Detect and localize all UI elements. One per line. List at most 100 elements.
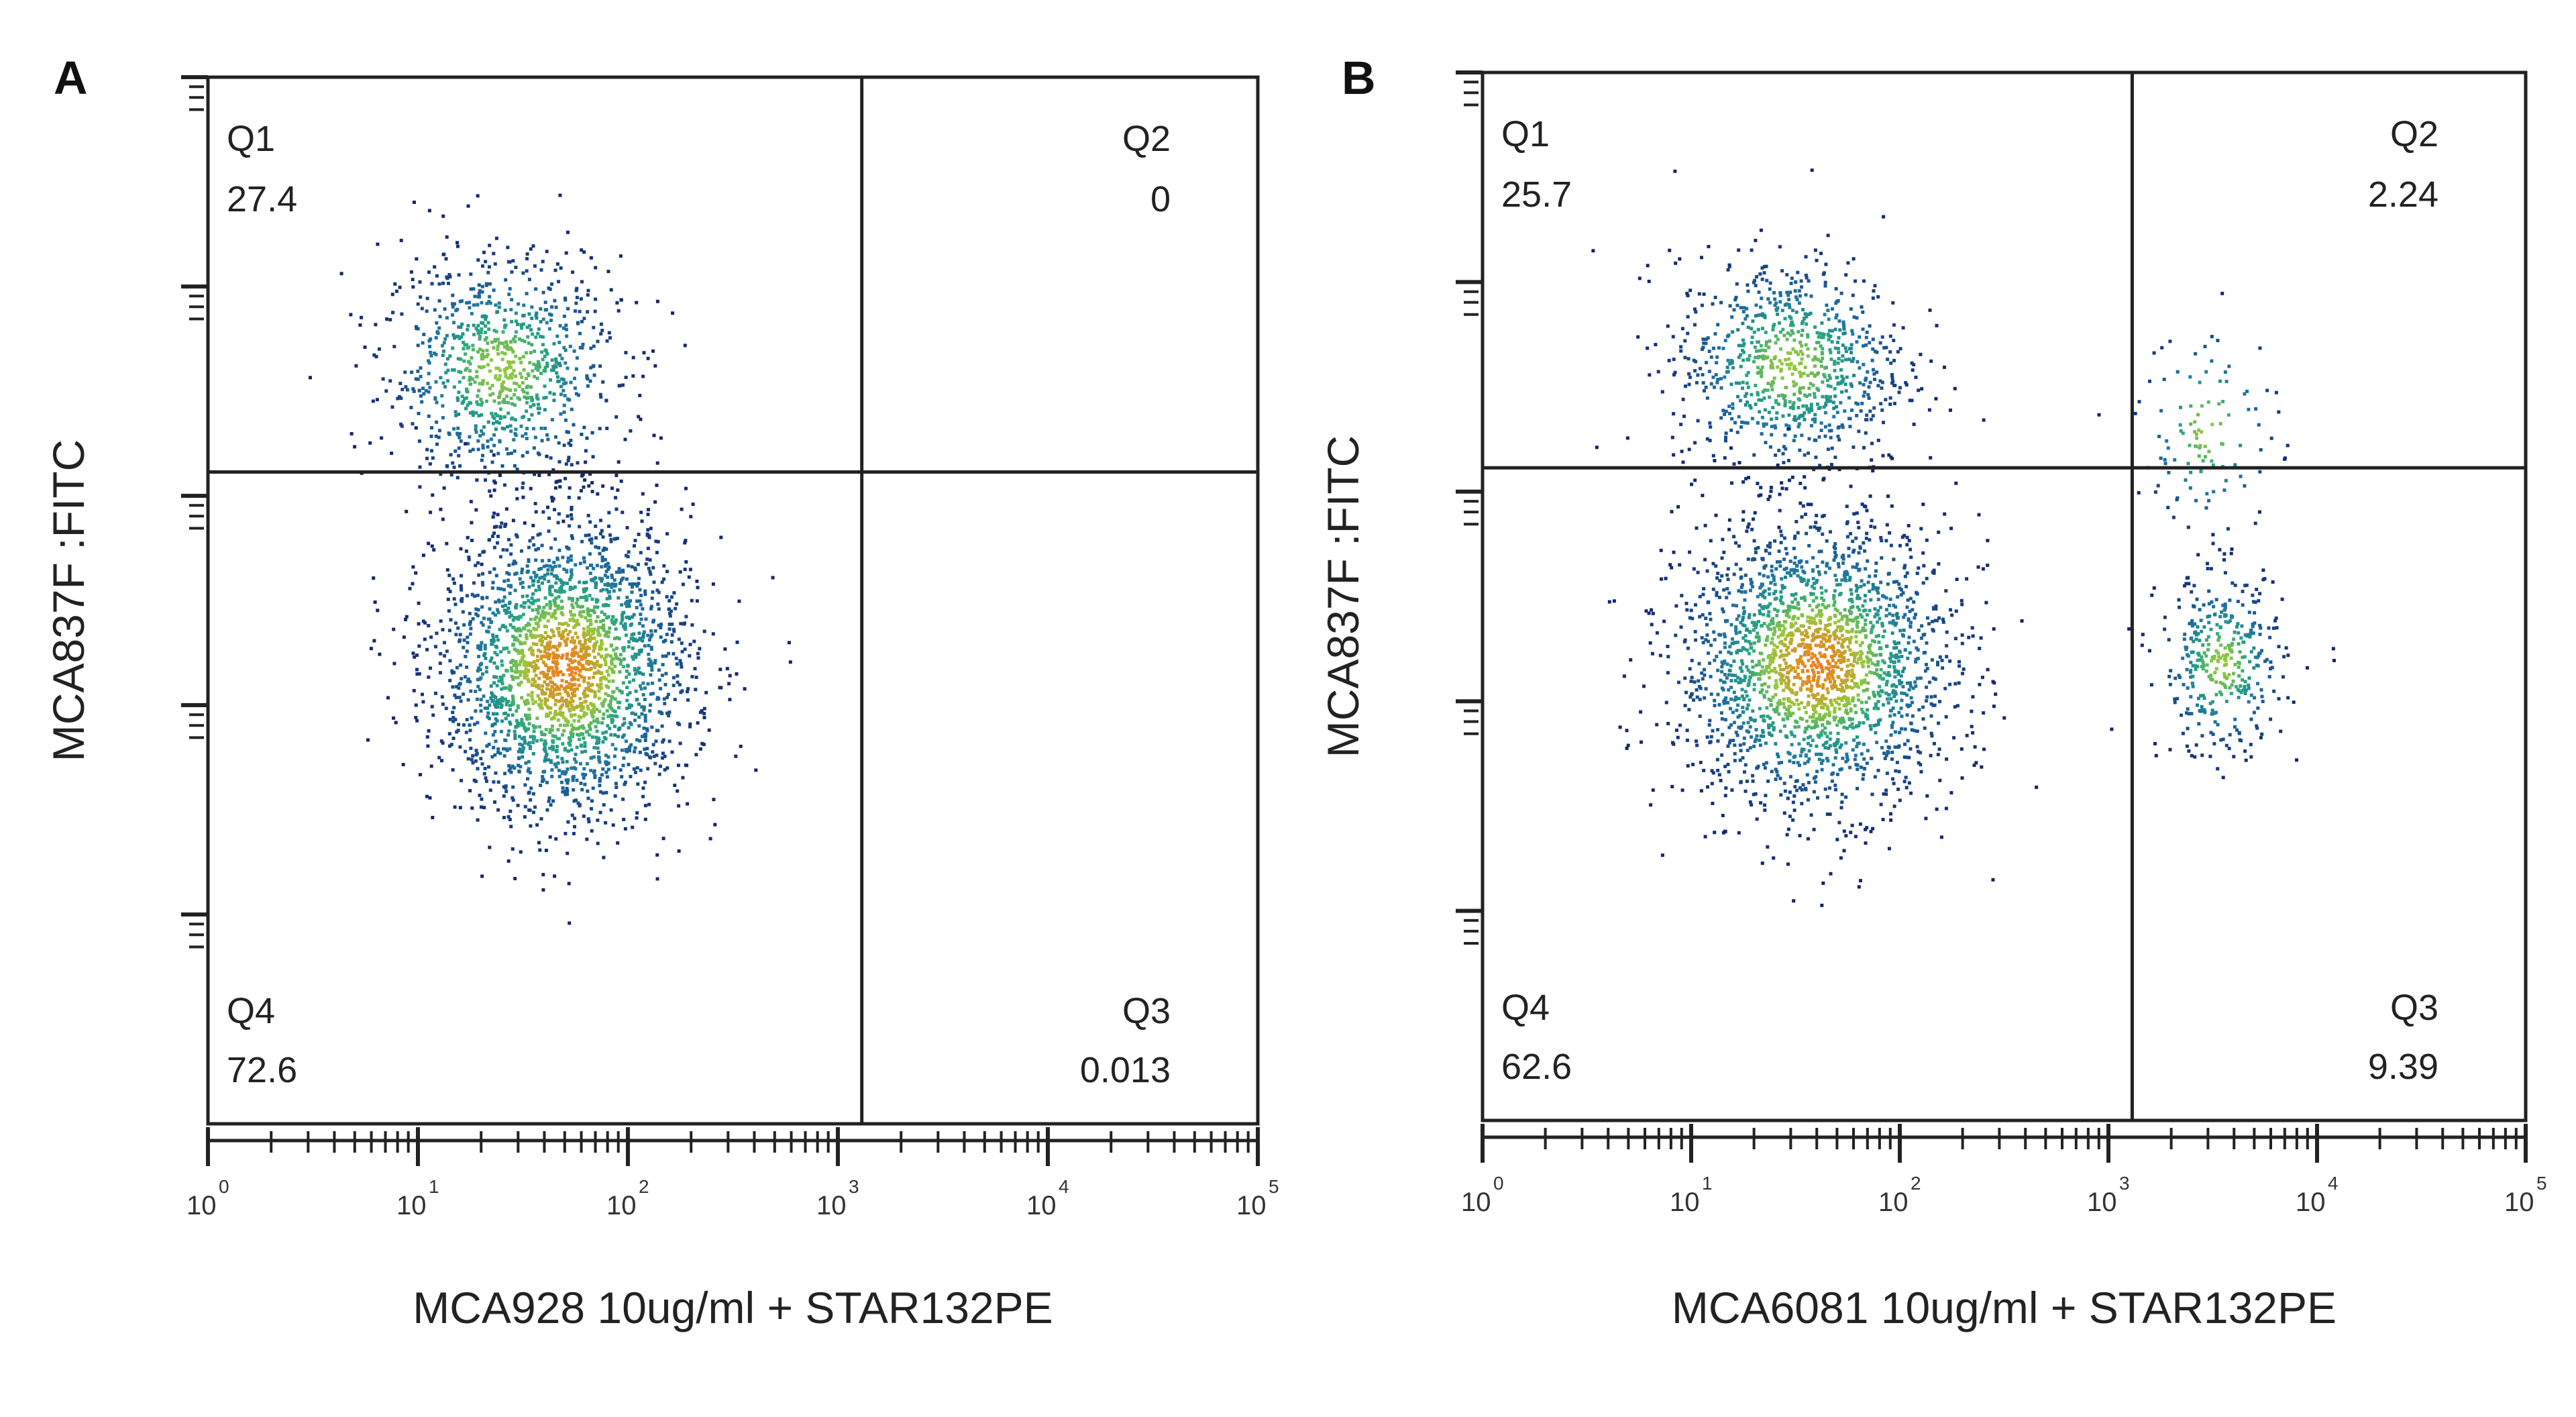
event-dot [1828,623,1832,627]
event-dot [1856,625,1860,629]
event-dot [1711,302,1715,306]
event-dot [1925,667,1929,670]
event-dot [546,437,550,441]
event-dot [580,319,584,323]
event-dot [584,460,588,464]
event-dot [604,684,608,688]
event-dot [385,317,388,321]
event-dot [603,574,607,578]
event-dot [1833,664,1837,668]
event-dot [1811,358,1815,362]
event-dot [1881,594,1884,598]
event-dot [596,819,600,823]
event-dot [480,621,484,625]
event-dot [600,639,604,643]
event-dot [660,724,664,728]
event-dot [619,254,623,258]
event-dot [494,600,498,604]
event-dot [447,732,451,736]
event-dot [517,683,521,687]
event-dot [452,427,456,431]
event-dot [482,549,486,554]
event-dot [504,702,508,706]
event-dot [1872,706,1876,711]
event-dot [496,337,500,342]
event-dot [1974,761,1978,765]
event-dot [1731,637,1734,641]
event-dot [587,820,591,824]
event-dot [504,374,508,378]
event-dot [583,741,587,745]
event-dot [513,647,517,651]
event-dot [411,651,415,655]
event-dot [649,607,653,611]
event-dot [601,627,605,630]
event-dot [474,508,478,512]
event-dot [494,376,498,380]
event-dot [451,716,455,720]
event-dot [558,353,562,357]
event-dot [1864,700,1868,704]
event-dot [570,678,574,682]
event-dot [1929,714,1933,718]
event-dot [519,424,523,428]
event-dot [526,777,529,781]
event-dot [525,391,529,395]
event-dot [563,748,567,752]
event-dot [570,696,574,700]
event-dot [589,256,593,260]
event-dot [677,849,681,853]
event-dot [1732,660,1736,663]
event-dot [521,594,525,598]
event-dot [1816,403,1819,406]
event-dot [571,778,575,782]
event-dot [555,745,559,749]
x-tick-label: 10 [1026,1191,1057,1220]
event-dot [582,595,586,599]
event-dot [1791,711,1795,715]
event-dot [623,827,627,831]
event-dot [739,744,743,748]
event-dot [411,422,415,426]
event-dot [694,676,698,679]
event-dot [1758,272,1762,276]
event-dot [651,349,655,353]
event-dot [532,362,536,366]
event-dot [1764,441,1768,445]
event-dot [690,623,694,627]
event-dot [630,633,634,637]
event-dot [435,442,439,446]
event-dot [1787,357,1791,361]
event-dot [690,598,694,602]
event-dot [1813,413,1817,417]
event-dot [521,613,525,617]
event-dot [529,328,533,332]
event-dot [482,250,486,254]
event-dot [1868,647,1872,650]
event-dot [606,755,610,759]
event-dot [593,655,597,660]
event-dot [551,734,555,738]
event-dot [545,352,549,356]
event-dot [620,775,624,779]
event-dot [1709,617,1713,621]
event-dot [416,377,420,381]
event-dot [637,724,641,728]
event-dot [1656,370,1660,374]
event-dot [550,593,554,597]
event-dot [502,415,506,419]
event-dot [548,564,552,568]
event-dot [593,719,597,723]
event-dot [451,305,455,309]
event-dot [492,346,496,350]
event-dot [390,452,394,456]
event-dot [540,559,544,563]
event-dot [605,670,609,674]
event-dot [474,749,478,752]
event-dot [1813,248,1817,252]
event-dot [517,749,521,753]
event-dot [470,521,474,525]
event-dot [1842,720,1846,724]
event-dot [1806,503,1810,507]
event-dot [597,626,601,629]
